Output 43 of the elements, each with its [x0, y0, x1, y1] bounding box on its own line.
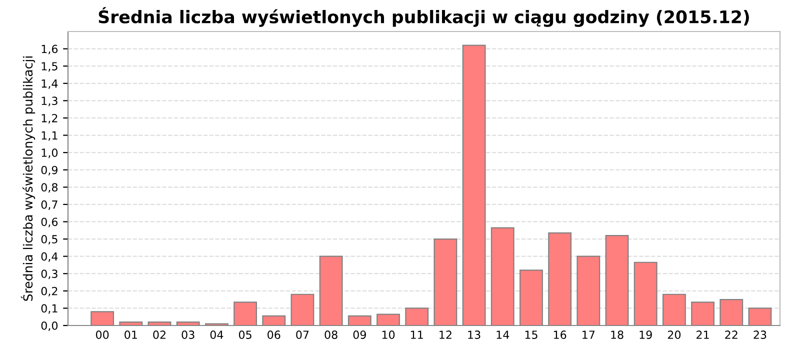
chart-title: Średnia liczba wyświetlonych publikacji w ciągu godziny (2015.12)	[98, 7, 749, 27]
y-tick-label: 0,0	[41, 321, 58, 332]
x-tick-label: 23	[754, 330, 766, 339]
x-tick-label: 07	[296, 330, 309, 339]
y-tick-label: 1,3	[42, 96, 58, 106]
x-tick-label: 11	[411, 330, 423, 339]
x-tick-label: 02	[153, 330, 166, 339]
x-tick-label: 21	[696, 330, 709, 339]
x-tick-label: 09	[353, 330, 366, 339]
y-tick-label: 0,6	[41, 218, 58, 228]
y-tick-label: 0,5	[41, 235, 58, 245]
y-tick-label: 0,3	[41, 270, 58, 280]
y-tick-label: 1,5	[42, 62, 58, 72]
x-tick-label: 18	[611, 330, 624, 339]
x-tick-label: 04	[210, 330, 224, 339]
x-tick-label: 17	[582, 330, 595, 339]
x-tick-label: 16	[554, 330, 566, 339]
x-tick-label: 14	[496, 330, 510, 339]
x-tick-label: 19	[640, 330, 652, 339]
y-tick-label: 1,2	[42, 114, 58, 124]
x-tick-label: 22	[725, 330, 738, 339]
x-tick-label: 12	[440, 330, 452, 339]
x-tick-label: 01	[124, 330, 137, 339]
x-tick-label: 06	[268, 330, 280, 339]
y-tick-label: 0,8	[41, 183, 58, 193]
y-tick-label: 1,1	[42, 131, 58, 141]
x-tick-label: 10	[382, 330, 395, 339]
x-tick-label: 08	[324, 330, 338, 339]
y-axis-title: Średnia liczba wyświetlonych publikacji	[20, 56, 36, 301]
x-tick-label: 15	[525, 330, 538, 339]
x-tick-label: 00	[96, 330, 109, 339]
y-tick-label: 1,0	[42, 148, 58, 158]
x-tick-label: 03	[182, 330, 194, 339]
y-tick-label: 0,4	[41, 252, 58, 262]
y-tick-label: 0,9	[41, 166, 58, 176]
y-tick-label: 1,6	[42, 44, 58, 54]
x-tick-label: 05	[238, 330, 252, 339]
y-tick-label: 0,7	[41, 200, 58, 210]
y-tick-label: 0,2	[41, 286, 58, 296]
y-tick-label: 1,4	[42, 80, 58, 89]
y-tick-label: 0,1	[41, 304, 58, 314]
x-tick-label: 20	[668, 330, 681, 339]
x-tick-label: 13	[468, 330, 480, 339]
